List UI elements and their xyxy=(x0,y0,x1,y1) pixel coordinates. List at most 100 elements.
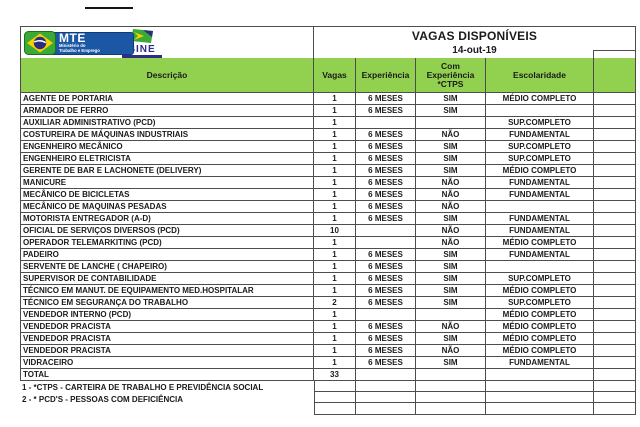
cell-descricao: AUXILIAR ADMINISTRATIVO (PCD) xyxy=(20,117,314,129)
cell-experiencia: 6 MESES xyxy=(356,213,416,225)
cell-descricao: PADEIRO xyxy=(20,249,314,261)
cell-vagas: 1 xyxy=(314,201,356,213)
cell-extra xyxy=(594,189,636,201)
empty-cell xyxy=(416,381,486,392)
brazil-flag-icon xyxy=(24,31,56,55)
cell-extra xyxy=(594,369,636,381)
cell-vagas: 1 xyxy=(314,153,356,165)
cell-escolaridade: MÉDIO COMPLETO xyxy=(486,237,594,249)
cell-experiencia: 6 MESES xyxy=(356,285,416,297)
cell-vagas: 1 xyxy=(314,105,356,117)
table-row: SUPERVISOR DE CONTABILIDADE 1 6 MESES SIM SU… xyxy=(20,273,636,285)
cell-vagas: 1 xyxy=(314,117,356,129)
cell-extra xyxy=(594,237,636,249)
empty-cell xyxy=(486,403,594,415)
cell-vagas: 1 xyxy=(314,249,356,261)
cell-ctps: NÃO xyxy=(416,225,486,237)
cell-experiencia: 6 MESES xyxy=(356,321,416,333)
cell-escolaridade: MÉDIO COMPLETO xyxy=(486,345,594,357)
table-row: COSTUREIRA DE MÁQUINAS INDUSTRIAIS 1 6 MES… xyxy=(20,129,636,141)
cell-descricao: VIDRACEIRO xyxy=(20,357,314,369)
cell-vagas: 1 xyxy=(314,285,356,297)
cell-escolaridade: SUP.COMPLETO xyxy=(486,153,594,165)
cell-ctps: NÃO xyxy=(416,201,486,213)
cell-experiencia: 6 MESES xyxy=(356,165,416,177)
cell-vagas: 1 xyxy=(314,141,356,153)
cell-descricao: OPERADOR TELEMARKITING (PCD) xyxy=(20,237,314,249)
cell-vagas: 1 xyxy=(314,333,356,345)
cell-extra xyxy=(594,93,636,105)
cell-experiencia: 6 MESES xyxy=(356,93,416,105)
cell-extra xyxy=(594,117,636,129)
header-corner-cell xyxy=(593,50,635,58)
cell-ctps: NÃO xyxy=(416,177,486,189)
cell-ctps: SIM xyxy=(416,141,486,153)
cell-experiencia: 6 MESES xyxy=(356,141,416,153)
cell-vagas: 1 xyxy=(314,261,356,273)
column-header-escolaridade: Escolaridade xyxy=(486,58,594,93)
cell-extra xyxy=(594,249,636,261)
cell-escolaridade xyxy=(486,369,594,381)
table-row: ARMADOR DE FERRO 1 6 MESES SIM xyxy=(20,105,636,117)
footnote-ctps: 1 - *CTPS - CARTEIRA DE TRABALHO E PREVI… xyxy=(22,383,264,392)
cell-descricao: ENGENHEIRO MECÂNICO xyxy=(20,141,314,153)
table-row: AGENTE DE PORTARIA 1 6 MESES SIM MÉDIO COMPL… xyxy=(20,93,636,105)
cell-extra xyxy=(594,273,636,285)
cell-escolaridade: SUP.COMPLETO xyxy=(486,273,594,285)
empty-cell xyxy=(594,381,636,392)
cell-ctps: SIM xyxy=(416,357,486,369)
sine-wordmark: SINE xyxy=(128,44,156,55)
trailing-empty-cells xyxy=(314,381,636,415)
cell-ctps: NÃO xyxy=(416,321,486,333)
cell-experiencia xyxy=(356,309,416,321)
table-row: VIDRACEIRO 1 6 MESES SIM FUNDAMENTAL xyxy=(20,357,636,369)
sine-flag-icon xyxy=(131,29,153,43)
empty-cell xyxy=(486,392,594,403)
cell-descricao: VENDEDOR PRACISTA xyxy=(20,321,314,333)
logo-cell: MTE Ministério do Trabalho e Emprego SIN… xyxy=(20,26,314,58)
scan-mark xyxy=(85,7,133,9)
empty-cell xyxy=(356,403,416,415)
cell-ctps: NÃO xyxy=(416,345,486,357)
empty-cell xyxy=(314,392,356,403)
table-row: MANICURE 1 6 MESES NÃO FUNDAMENTAL xyxy=(20,177,636,189)
table-row: ENGENHEIRO MECÂNICO 1 6 MESES SIM SUP.COMPLE… xyxy=(20,141,636,153)
empty-cell xyxy=(486,381,594,392)
cell-vagas: 2 xyxy=(314,297,356,309)
table-row: MOTORISTA ENTREGADOR (A-D) 1 6 MESES SIM FUN… xyxy=(20,213,636,225)
cell-ctps xyxy=(416,117,486,129)
cell-extra xyxy=(594,165,636,177)
empty-cell xyxy=(594,392,636,403)
footer-section: 1 - *CTPS - CARTEIRA DE TRABALHO E PREVI… xyxy=(20,381,636,415)
vacancies-sheet: MTE Ministério do Trabalho e Emprego SIN… xyxy=(20,26,636,415)
mte-subtitle-line1: Ministério do xyxy=(59,43,86,49)
cell-extra xyxy=(594,285,636,297)
cell-ctps: SIM xyxy=(416,285,486,297)
cell-experiencia: 6 MESES xyxy=(356,261,416,273)
cell-experiencia: 6 MESES xyxy=(356,177,416,189)
cell-descricao: MOTORISTA ENTREGADOR (A-D) xyxy=(20,213,314,225)
cell-experiencia xyxy=(356,369,416,381)
cell-descricao: MECÂNICO DE BICICLETAS xyxy=(20,189,314,201)
cell-escolaridade: SUP.COMPLETO xyxy=(486,141,594,153)
cell-extra xyxy=(594,201,636,213)
cell-ctps xyxy=(416,309,486,321)
mte-subtitle-line2: Trabalho e Emprego xyxy=(59,47,100,54)
cell-descricao: MANICURE xyxy=(20,177,314,189)
cell-descricao: TOTAL xyxy=(20,369,314,381)
mte-acronym: MTE xyxy=(59,31,86,45)
cell-vagas: 1 xyxy=(314,165,356,177)
empty-row xyxy=(314,403,636,415)
cell-descricao: TÉCNICO EM MANUT. DE EQUIPAMENTO MED.HOS… xyxy=(20,285,314,297)
cell-ctps: NÃO xyxy=(416,189,486,201)
empty-cell xyxy=(356,381,416,392)
cell-ctps: SIM xyxy=(416,297,486,309)
cell-experiencia: 6 MESES xyxy=(356,189,416,201)
cell-experiencia: 6 MESES xyxy=(356,357,416,369)
cell-escolaridade: SUP.COMPLETO xyxy=(486,297,594,309)
cell-descricao: ARMADOR DE FERRO xyxy=(20,105,314,117)
table-row: AUXILIAR ADMINISTRATIVO (PCD) 1 SUP.COMPLE… xyxy=(20,117,636,129)
cell-vagas: 33 xyxy=(314,369,356,381)
table-row: OFICIAL DE SERVIÇOS DIVERSOS (PCD) 10 NÃO F… xyxy=(20,225,636,237)
cell-vagas: 10 xyxy=(314,225,356,237)
